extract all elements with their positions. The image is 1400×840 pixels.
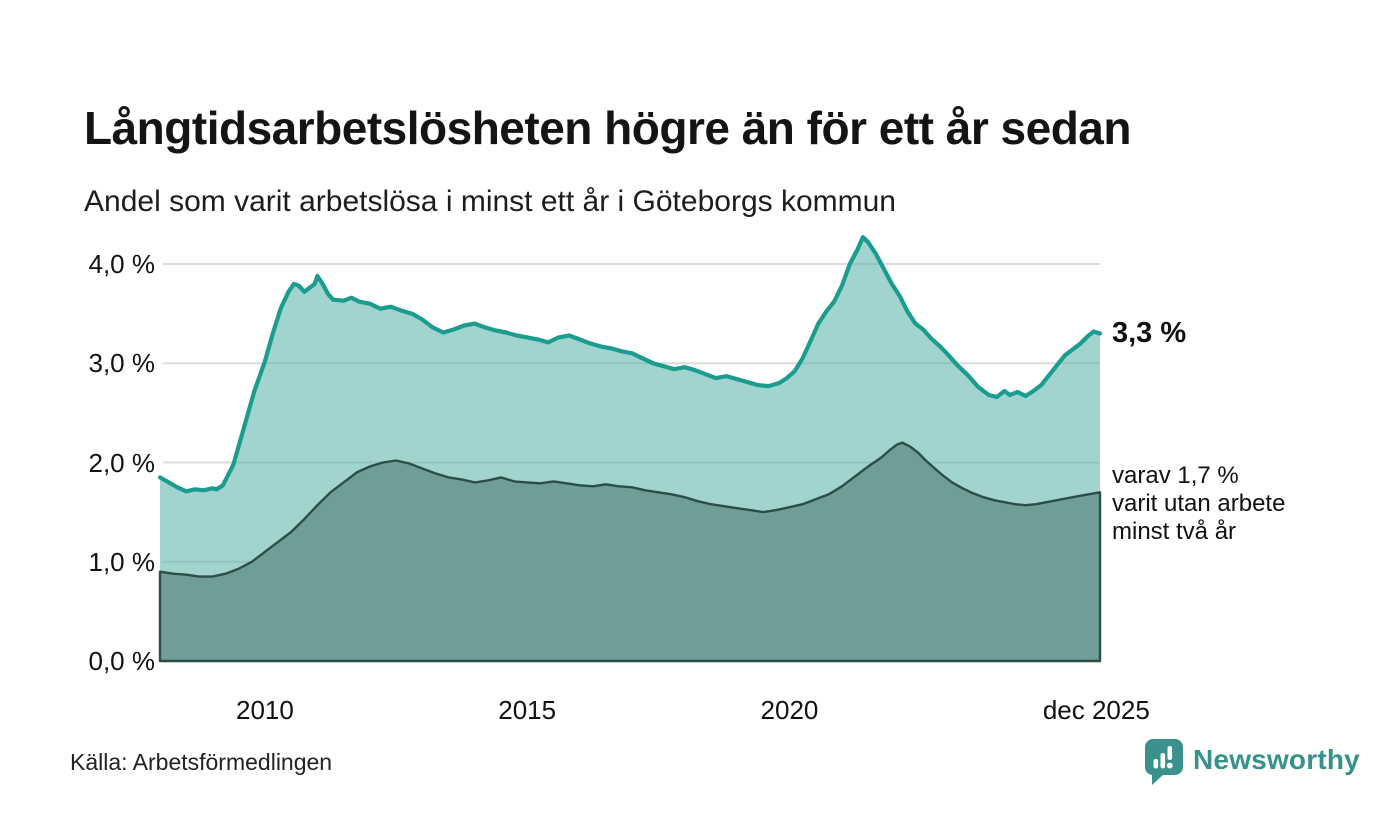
- newsworthy-brand: Newsworthy: [1144, 738, 1360, 786]
- latest-total-value-label: 3,3 %: [1112, 317, 1187, 349]
- page-title: Långtidsarbetslösheten högre än för ett …: [84, 101, 1131, 154]
- brand-name: Newsworthy: [1193, 744, 1360, 775]
- two-year-annotation: varav 1,7 % varit utan arbete minst två …: [1112, 462, 1285, 546]
- y-tick-label: 0,0 %: [88, 646, 156, 676]
- page-subtitle: Andel som varit arbetslösa i minst ett å…: [84, 185, 896, 218]
- area-two-year: [158, 441, 1102, 663]
- two-year-annotation-line: varav 1,7 %: [1112, 462, 1239, 489]
- y-tick-label: 1,0 %: [88, 546, 156, 577]
- two-year-annotation-line: minst två år: [1112, 518, 1237, 545]
- y-tick-label: 3,0 %: [88, 348, 156, 379]
- x-tick-label: 2020: [760, 695, 819, 725]
- source-note: Källa: Arbetsförmedlingen: [70, 749, 333, 775]
- x-tick-label: 2010: [235, 695, 294, 725]
- y-tick-label: 4,0 %: [88, 249, 156, 279]
- y-tick-label: 2,0 %: [88, 447, 156, 478]
- x-tick-label: dec 2025: [1042, 695, 1150, 725]
- line-total-one-year: [157, 235, 1103, 494]
- newsworthy-logo-icon: [1144, 739, 1183, 785]
- two-year-annotation-line: varit utan arbete: [1112, 490, 1286, 517]
- x-tick-label: 2015: [498, 695, 557, 725]
